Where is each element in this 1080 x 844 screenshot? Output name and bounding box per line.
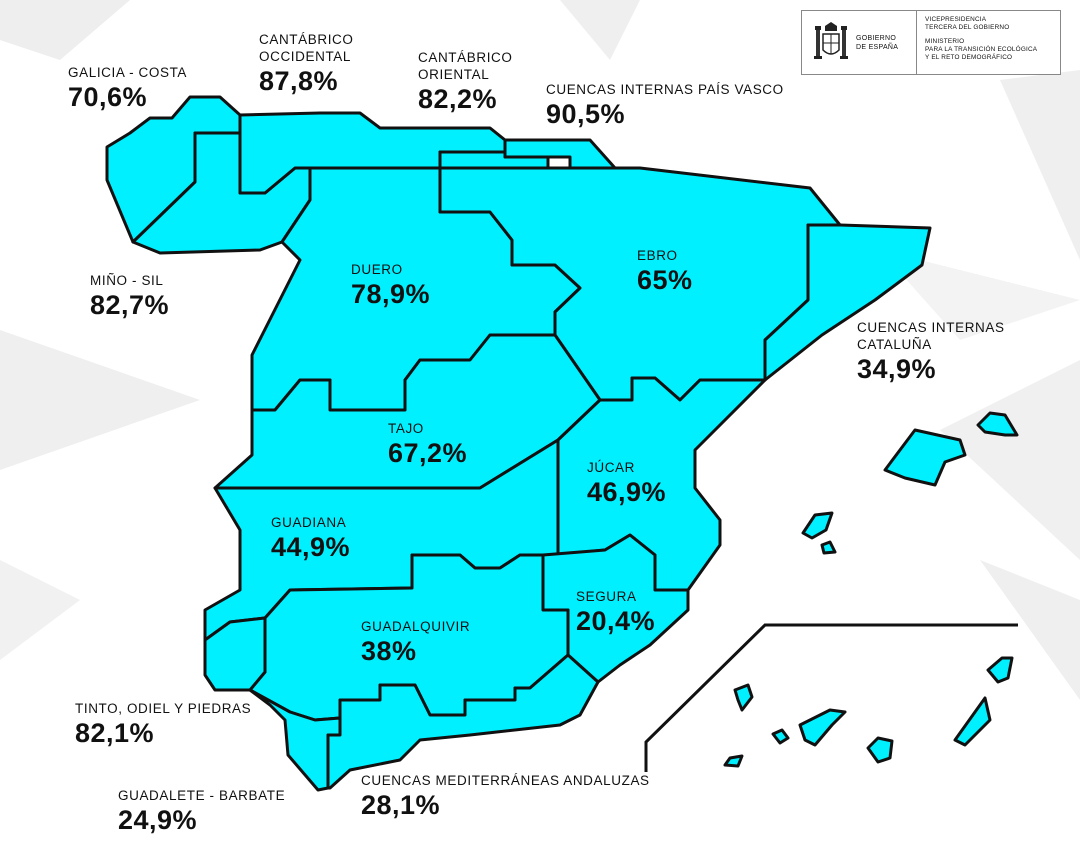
label-cantabrico-oriental: CANTÁBRICO ORIENTAL 82,2% [418, 49, 513, 115]
basin-name-line2: ORIENTAL [418, 67, 490, 82]
basin-name: JÚCAR [587, 460, 636, 475]
island-la-gomera [771, 728, 790, 745]
logo-government-text: GOBIERNO DE ESPAÑA [856, 34, 898, 52]
island-fuerteventura [953, 696, 992, 747]
basin-name: GUADIANA [271, 515, 347, 530]
basin-name: DUERO [351, 262, 403, 277]
basin-name: GUADALQUIVIR [361, 619, 471, 634]
island-tenerife [798, 708, 847, 747]
label-mino-sil: MIÑO - SIL 82,7% [90, 272, 169, 321]
logo-government-line1: GOBIERNO [856, 34, 897, 42]
basin-value: 28,1% [361, 790, 441, 820]
basin-value: 67,2% [388, 438, 468, 468]
basin-value: 82,7% [90, 290, 170, 320]
basin-value: 82,2% [418, 84, 498, 114]
basin-value: 82,1% [75, 718, 155, 748]
label-tinto-odiel-piedras: TINTO, ODIEL Y PIEDRAS 82,1% [75, 700, 251, 749]
basin-name: GALICIA - COSTA [68, 65, 188, 80]
coat-of-arms-icon [814, 21, 848, 59]
canary-inset-frame [644, 623, 1018, 772]
island-formentera [820, 540, 837, 555]
basin-value: 38% [361, 636, 417, 666]
label-ebro: EBRO 65% [637, 247, 693, 296]
island-menorca [976, 411, 1019, 437]
basin-cuencas-mediterraneas-andaluzas[interactable] [326, 653, 600, 790]
island-lanzarote [986, 656, 1014, 684]
label-cuencas-mediterraneas-andaluzas: CUENCAS MEDITERRÁNEAS ANDALUZAS 28,1% [361, 772, 650, 821]
basin-name: SEGURA [576, 589, 637, 604]
basin-value: 90,5% [546, 99, 626, 129]
label-segura: SEGURA 20,4% [576, 588, 655, 637]
basin-value: 46,9% [587, 477, 667, 507]
basin-value: 78,9% [351, 279, 431, 309]
basin-name: TINTO, ODIEL Y PIEDRAS [75, 701, 252, 716]
label-cuencas-internas-cataluna: CUENCAS INTERNAS CATALUÑA 34,9% [857, 319, 1005, 385]
basin-name: CUENCAS MEDITERRÁNEAS ANDALUZAS [361, 773, 650, 788]
island-gran-canaria [866, 736, 894, 764]
label-galicia-costa: GALICIA - COSTA 70,6% [68, 64, 187, 113]
government-logo: GOBIERNO DE ESPAÑA VICEPRESIDENCIA TERCE… [801, 10, 1061, 75]
basin-name: TAJO [388, 421, 424, 436]
balearic-islands [801, 411, 1019, 555]
basin-name-line2: CATALUÑA [857, 337, 932, 352]
island-ibiza [801, 511, 834, 540]
island-la-palma [733, 683, 754, 712]
basin-value: 70,6% [68, 82, 148, 112]
basin-name-line2: OCCIDENTAL [259, 49, 352, 64]
basin-value: 87,8% [259, 66, 339, 96]
logo-ministry-line2: PARA LA TRANSICIÓN ECOLÓGICA [925, 46, 1038, 53]
basin-name: CUENCAS INTERNAS PAÍS VASCO [546, 82, 784, 97]
logo-vicepresidency: VICEPRESIDENCIA TERCERA DEL GOBIERNO [925, 16, 1052, 32]
basin-name: GUADALETE - BARBATE [118, 788, 286, 803]
basin-value: 20,4% [576, 606, 656, 636]
basin-name: CANTÁBRICO [259, 32, 354, 47]
basin-value: 65% [637, 265, 693, 295]
label-tajo: TAJO 67,2% [388, 420, 467, 469]
basin-name: EBRO [637, 248, 678, 263]
island-mallorca [883, 428, 967, 487]
label-guadiana: GUADIANA 44,9% [271, 514, 350, 563]
basin-cuencas-internas-cataluna[interactable] [763, 223, 932, 382]
logo-right-panel: VICEPRESIDENCIA TERCERA DEL GOBIERNO MIN… [917, 11, 1060, 74]
logo-ministry-line3: Y EL RETO DEMOGRÁFICO [925, 54, 1013, 61]
basin-value: 44,9% [271, 532, 351, 562]
basin-name: CUENCAS INTERNAS [857, 320, 1005, 335]
logo-vice-line2: TERCERA DEL GOBIERNO [925, 24, 1010, 31]
label-guadalete-barbate: GUADALETE - BARBATE 24,9% [118, 787, 285, 836]
basin-value: 34,9% [857, 354, 937, 384]
label-duero: DUERO 78,9% [351, 261, 430, 310]
label-cantabrico-occidental: CANTÁBRICO OCCIDENTAL 87,8% [259, 31, 354, 97]
logo-ministry-line1: MINISTERIO [925, 38, 965, 45]
basin-tinto-odiel-piedras[interactable] [203, 616, 267, 692]
island-el-hierro [723, 754, 744, 768]
label-jucar: JÚCAR 46,9% [587, 459, 666, 508]
logo-left-panel: GOBIERNO DE ESPAÑA [802, 11, 917, 74]
label-cuencas-internas-pais-vasco: CUENCAS INTERNAS PAÍS VASCO 90,5% [546, 81, 784, 130]
basin-value: 24,9% [118, 805, 198, 835]
label-guadalquivir: GUADALQUIVIR 38% [361, 618, 470, 667]
logo-government-line2: DE ESPAÑA [856, 43, 899, 51]
canary-islands [723, 656, 1014, 768]
basin-name: MIÑO - SIL [90, 273, 164, 288]
logo-vice-line1: VICEPRESIDENCIA [925, 16, 987, 23]
basin-name: CANTÁBRICO [418, 50, 513, 65]
logo-ministry: MINISTERIO PARA LA TRANSICIÓN ECOLÓGICA … [925, 38, 1052, 62]
